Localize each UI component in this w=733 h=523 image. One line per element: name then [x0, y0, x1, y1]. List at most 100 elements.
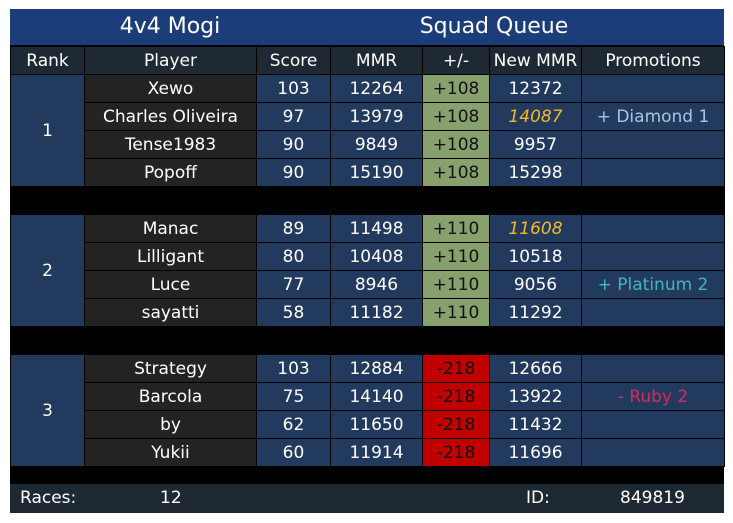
score-cell: 80: [256, 242, 331, 271]
team-separator: [10, 186, 725, 215]
promotion-cell: [581, 242, 725, 271]
delta-cell: -218: [422, 382, 490, 411]
delta-cell: +110: [422, 298, 490, 327]
table-row: sayatti 58 11182 +110 11292: [11, 298, 725, 327]
table-row: Popoff 90 15190 +108 15298: [11, 158, 725, 187]
delta-cell: +108: [422, 158, 490, 187]
col-delta: +/-: [422, 46, 490, 75]
mmr-cell: 12884: [330, 354, 423, 383]
score-cell: 60: [256, 438, 331, 467]
new-mmr-cell: 10518: [489, 242, 582, 271]
table-row: 3 Strategy 103 12884 -218 12666: [10, 354, 725, 467]
mmr-cell: 10408: [330, 242, 423, 271]
races-value: 12: [160, 488, 182, 508]
new-mmr-cell: 11292: [489, 298, 582, 327]
player-name: Manac: [84, 214, 257, 243]
new-mmr-cell: 11432: [489, 410, 582, 439]
table-row: Tense1983 90 9849 +108 9957: [11, 130, 725, 159]
header-row: Rank Player Score MMR +/- New MMR Promot…: [10, 46, 725, 75]
promotion-cell: [581, 354, 725, 383]
player-name: Barcola: [84, 382, 257, 411]
mmr-cell: 15190: [330, 158, 423, 187]
rank-cell: 2: [10, 214, 85, 327]
rank-cell: 1: [10, 74, 85, 187]
col-new-mmr: New MMR: [489, 46, 582, 75]
table-row: Barcola 75 14140 -218 13922- Ruby 2: [11, 382, 725, 411]
player-name: Popoff: [84, 158, 257, 187]
table-row: Charles Oliveira 97 13979 +108 14087 + Diamon…: [11, 102, 725, 131]
races-label: Races:: [20, 488, 77, 508]
promotion-cell: [581, 410, 725, 439]
promotion-cell: [581, 438, 725, 467]
mmr-cell: 11650: [330, 410, 423, 439]
mmr-cell: 13979: [330, 102, 423, 131]
score-cell: 90: [256, 130, 331, 159]
promotion-cell: [581, 130, 725, 159]
results-table: Rank Player Score MMR +/- New MMR Promot…: [10, 46, 725, 467]
new-mmr-cell: 12666: [489, 354, 582, 383]
score-cell: 97: [256, 102, 331, 131]
score-cell: 103: [256, 354, 331, 383]
team-separator: [10, 326, 725, 355]
promotion-cell: [581, 74, 725, 103]
promotion-cell: [581, 214, 725, 243]
promotion-cell: - Ruby 2: [581, 382, 725, 411]
player-name: Charles Oliveira: [84, 102, 257, 131]
title-bar: 4v4 Mogi Squad Queue: [10, 9, 724, 45]
mogi-results-card: 4v4 Mogi Squad Queue Rank Player Score M…: [10, 9, 725, 513]
new-mmr-cell: 14087: [489, 102, 582, 131]
score-cell: 90: [256, 158, 331, 187]
mmr-cell: 8946: [330, 270, 423, 299]
score-cell: 58: [256, 298, 331, 327]
footer-bar: Races: 12 ID: 849819: [10, 484, 724, 513]
mmr-cell: 11182: [330, 298, 423, 327]
score-cell: 77: [256, 270, 331, 299]
table-row: by 62 11650 -218 11432: [11, 410, 725, 439]
score-cell: 89: [256, 214, 331, 243]
delta-cell: +110: [422, 214, 490, 243]
mmr-cell: 9849: [330, 130, 423, 159]
col-promotions: Promotions: [581, 46, 725, 75]
mmr-cell: 12264: [330, 74, 423, 103]
col-rank: Rank: [10, 46, 85, 75]
score-cell: 103: [256, 74, 331, 103]
delta-cell: +108: [422, 130, 490, 159]
delta-cell: +108: [422, 102, 490, 131]
col-score: Score: [256, 46, 331, 75]
new-mmr-cell: 15298: [489, 158, 582, 187]
table-row: Luce 77 8946 +110 9056 + Platinum 2: [11, 270, 725, 299]
player-name: Xewo: [84, 74, 257, 103]
player-name: Lilligant: [84, 242, 257, 271]
player-name: Strategy: [84, 354, 257, 383]
player-name: by: [84, 410, 257, 439]
player-name: Luce: [84, 270, 257, 299]
delta-cell: -218: [422, 354, 490, 383]
promotion-cell: + Diamond 1: [581, 102, 725, 131]
player-name: sayatti: [84, 298, 257, 327]
col-player: Player: [84, 46, 257, 75]
score-cell: 62: [256, 410, 331, 439]
delta-cell: +108: [422, 74, 490, 103]
mmr-cell: 14140: [330, 382, 423, 411]
table-row: 2 Manac 89 11498 +110 11608: [10, 214, 725, 327]
delta-cell: -218: [422, 438, 490, 467]
delta-cell: -218: [422, 410, 490, 439]
mode-title: 4v4 Mogi: [119, 14, 221, 39]
new-mmr-cell: 11696: [489, 438, 582, 467]
mmr-cell: 11498: [330, 214, 423, 243]
delta-cell: +110: [422, 242, 490, 271]
id-value: 849819: [620, 488, 685, 508]
rank-cell: 3: [10, 354, 85, 467]
mmr-cell: 11914: [330, 438, 423, 467]
new-mmr-cell: 9056: [489, 270, 582, 299]
promotion-cell: [581, 298, 725, 327]
new-mmr-cell: 11608: [489, 214, 582, 243]
table-row: 1 Xewo 103 12264 +108 12372: [10, 74, 725, 187]
table-row: Lilligant 80 10408 +110 10518: [11, 242, 725, 271]
id-label: ID:: [526, 488, 550, 508]
new-mmr-cell: 13922: [489, 382, 582, 411]
new-mmr-cell: 9957: [489, 130, 582, 159]
player-name: Yukii: [84, 438, 257, 467]
col-mmr: MMR: [330, 46, 423, 75]
player-name: Tense1983: [84, 130, 257, 159]
